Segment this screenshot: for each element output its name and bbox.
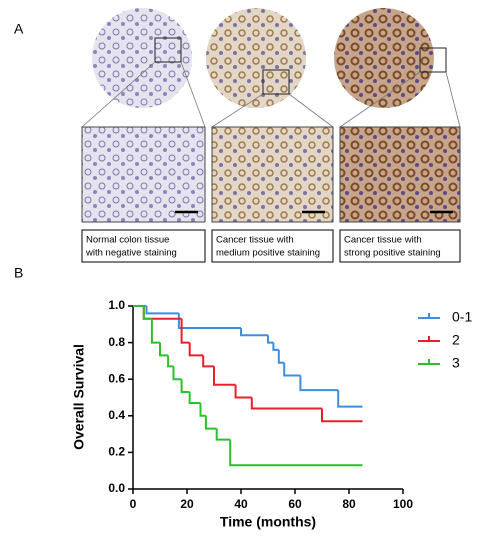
survival-step xyxy=(150,318,160,344)
survival-step xyxy=(159,342,169,357)
survival-step xyxy=(145,306,179,315)
x-tick-label: 40 xyxy=(234,497,248,511)
zoom-box xyxy=(262,69,290,95)
tissue-core xyxy=(334,8,434,108)
legend-label: 3 xyxy=(452,355,460,371)
zoom-box xyxy=(154,37,182,63)
caption: medium positive staining xyxy=(216,248,320,259)
zoom-image xyxy=(81,126,206,223)
survival-step xyxy=(283,362,301,377)
survival-step xyxy=(250,397,322,410)
survival-step xyxy=(299,375,339,392)
legend-label: 2 xyxy=(452,332,460,348)
survival-step xyxy=(267,335,274,344)
caption: Cancer tissue with xyxy=(344,235,422,246)
panel-label: B xyxy=(14,265,23,281)
zoom-box xyxy=(419,47,447,73)
panel-label: A xyxy=(14,21,24,37)
caption-box xyxy=(81,229,206,263)
y-tick-label: 0.6 xyxy=(108,371,125,385)
caption: Cancer tissue with xyxy=(216,235,294,246)
tissue-core xyxy=(206,8,306,108)
survival-step xyxy=(202,355,214,368)
caption-box xyxy=(211,229,334,263)
survival-step xyxy=(188,342,204,357)
survival-step xyxy=(272,342,279,351)
survival-step xyxy=(188,392,201,404)
survival-step xyxy=(167,355,174,368)
survival-step xyxy=(215,428,231,441)
x-axis-title: Time (months) xyxy=(220,514,316,530)
survival-step xyxy=(204,415,217,430)
y-tick-label: 0.8 xyxy=(108,335,125,349)
survival-step xyxy=(229,439,363,467)
tissue-core xyxy=(92,8,192,108)
survival-step xyxy=(180,379,190,394)
survival-step xyxy=(142,306,152,320)
survival-step xyxy=(337,390,363,408)
survival-step xyxy=(234,384,252,399)
legend-label: 0-1 xyxy=(452,309,472,325)
survival-step xyxy=(172,366,182,381)
y-tick-label: 0.0 xyxy=(108,481,125,495)
zoom-lines xyxy=(81,61,461,128)
y-tick-label: 1.0 xyxy=(108,298,125,312)
survival-step xyxy=(277,349,285,364)
survival-step xyxy=(321,408,363,423)
caption: with negative staining xyxy=(85,248,177,259)
survival-step xyxy=(240,327,268,337)
survival-step xyxy=(213,366,236,386)
survival-step xyxy=(180,318,190,344)
x-tick-label: 20 xyxy=(180,497,194,511)
y-tick-label: 0.2 xyxy=(108,445,125,459)
y-axis-title: Overall Survival xyxy=(71,344,87,450)
survival-step xyxy=(177,313,241,329)
survival-step xyxy=(199,402,206,417)
zoom-image xyxy=(339,126,461,223)
caption-box xyxy=(339,229,461,263)
y-tick-label: 0.4 xyxy=(108,408,125,422)
caption: Normal colon tissue xyxy=(86,235,169,246)
caption: strong positive staining xyxy=(344,248,441,259)
zoom-image xyxy=(211,126,334,223)
x-tick-label: 0 xyxy=(130,497,137,511)
x-tick-label: 60 xyxy=(288,497,302,511)
x-tick-label: 80 xyxy=(342,497,356,511)
x-tick-label: 100 xyxy=(393,497,413,511)
